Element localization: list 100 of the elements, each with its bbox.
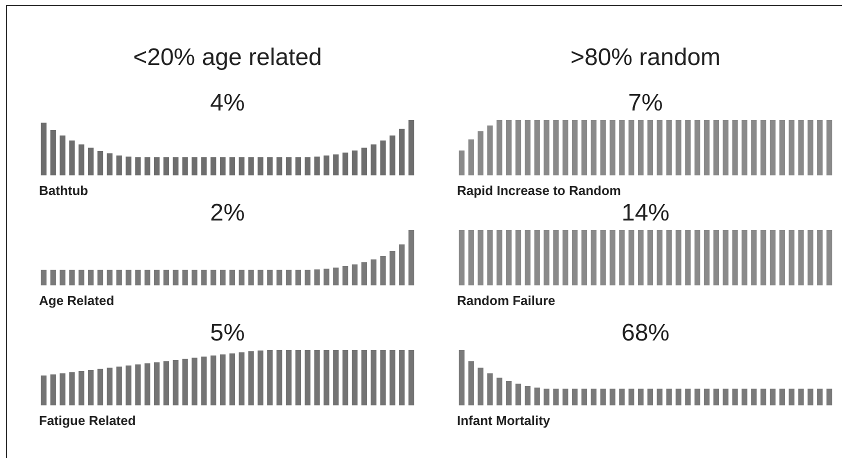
bar xyxy=(487,373,493,406)
bar xyxy=(647,388,654,406)
bar xyxy=(220,354,226,406)
bar xyxy=(258,350,264,406)
bar xyxy=(534,120,540,176)
bar xyxy=(826,120,832,176)
bar xyxy=(342,266,348,286)
bar xyxy=(638,120,644,176)
bar xyxy=(666,120,672,176)
text: 2% xyxy=(210,200,245,227)
bar xyxy=(286,157,292,176)
bar xyxy=(40,375,47,406)
text: 14% xyxy=(621,200,670,227)
bar xyxy=(751,120,757,176)
bar xyxy=(478,368,484,406)
bar xyxy=(694,120,700,176)
bar xyxy=(544,388,550,406)
bar xyxy=(88,148,94,176)
bar xyxy=(78,371,84,406)
bar xyxy=(628,388,634,406)
bar xyxy=(553,120,559,176)
bar xyxy=(210,157,216,176)
bar xyxy=(172,270,178,286)
bar xyxy=(515,384,522,406)
bar xyxy=(779,120,785,176)
bar xyxy=(220,270,226,286)
x-axis-title: Rapid Increase to Random xyxy=(457,182,621,198)
bar xyxy=(154,270,160,286)
bar xyxy=(808,120,814,176)
bar xyxy=(40,122,47,176)
bar xyxy=(276,350,282,406)
bar xyxy=(610,388,616,406)
bar xyxy=(722,388,728,406)
bar xyxy=(314,156,320,176)
bar xyxy=(40,270,47,286)
x-axis-title: Fatigue Related xyxy=(39,412,136,428)
bar xyxy=(619,388,625,406)
bar xyxy=(788,388,794,406)
bar xyxy=(304,350,310,406)
bar xyxy=(342,350,348,406)
bar xyxy=(50,270,56,286)
bar xyxy=(656,120,662,176)
bar xyxy=(798,120,804,176)
bar xyxy=(590,388,596,406)
bar xyxy=(487,126,493,176)
x-axis-title: Bathtub xyxy=(39,182,88,198)
bar xyxy=(182,358,188,406)
bar xyxy=(60,136,66,176)
x-axis-title: Age Related xyxy=(39,292,114,308)
bar xyxy=(496,120,502,176)
bar xyxy=(192,270,198,286)
bar xyxy=(295,157,302,176)
bar xyxy=(572,388,578,406)
bar xyxy=(50,374,56,406)
bar xyxy=(572,120,578,176)
bar xyxy=(163,270,170,286)
bar xyxy=(126,366,132,406)
bar xyxy=(144,363,150,406)
bar xyxy=(581,388,588,406)
bar xyxy=(201,270,207,286)
bar xyxy=(370,144,376,176)
bar xyxy=(154,362,160,406)
bar xyxy=(399,128,405,176)
bar xyxy=(248,157,254,176)
bar xyxy=(600,388,606,406)
bar xyxy=(267,270,273,286)
bar xyxy=(610,120,616,176)
bar xyxy=(713,120,720,176)
bar xyxy=(798,388,804,406)
bar xyxy=(106,153,113,176)
bar xyxy=(69,140,75,176)
bar xyxy=(78,144,84,176)
bar xyxy=(238,270,244,286)
text: 5% xyxy=(210,320,245,347)
bar xyxy=(390,136,396,176)
chart-title: >80% random xyxy=(569,44,722,72)
bar xyxy=(600,120,606,176)
bar xyxy=(69,270,75,286)
bar xyxy=(210,356,216,406)
bar xyxy=(304,157,310,176)
bar xyxy=(694,388,700,406)
x-axis-title: Random Failure xyxy=(457,292,556,308)
bar xyxy=(370,350,376,406)
bar xyxy=(478,131,484,176)
bar xyxy=(238,352,244,406)
bar xyxy=(361,350,367,406)
bar xyxy=(808,388,814,406)
bar xyxy=(524,120,531,176)
bar xyxy=(352,350,358,406)
bar xyxy=(390,251,396,286)
bar xyxy=(333,350,339,406)
bar xyxy=(295,270,302,286)
text: 7% xyxy=(628,90,663,117)
bar xyxy=(685,388,691,406)
bar xyxy=(135,157,141,176)
text: 4% xyxy=(210,90,245,117)
bar xyxy=(314,350,320,406)
bar xyxy=(69,372,75,406)
bar xyxy=(380,256,386,286)
bar xyxy=(408,230,414,286)
